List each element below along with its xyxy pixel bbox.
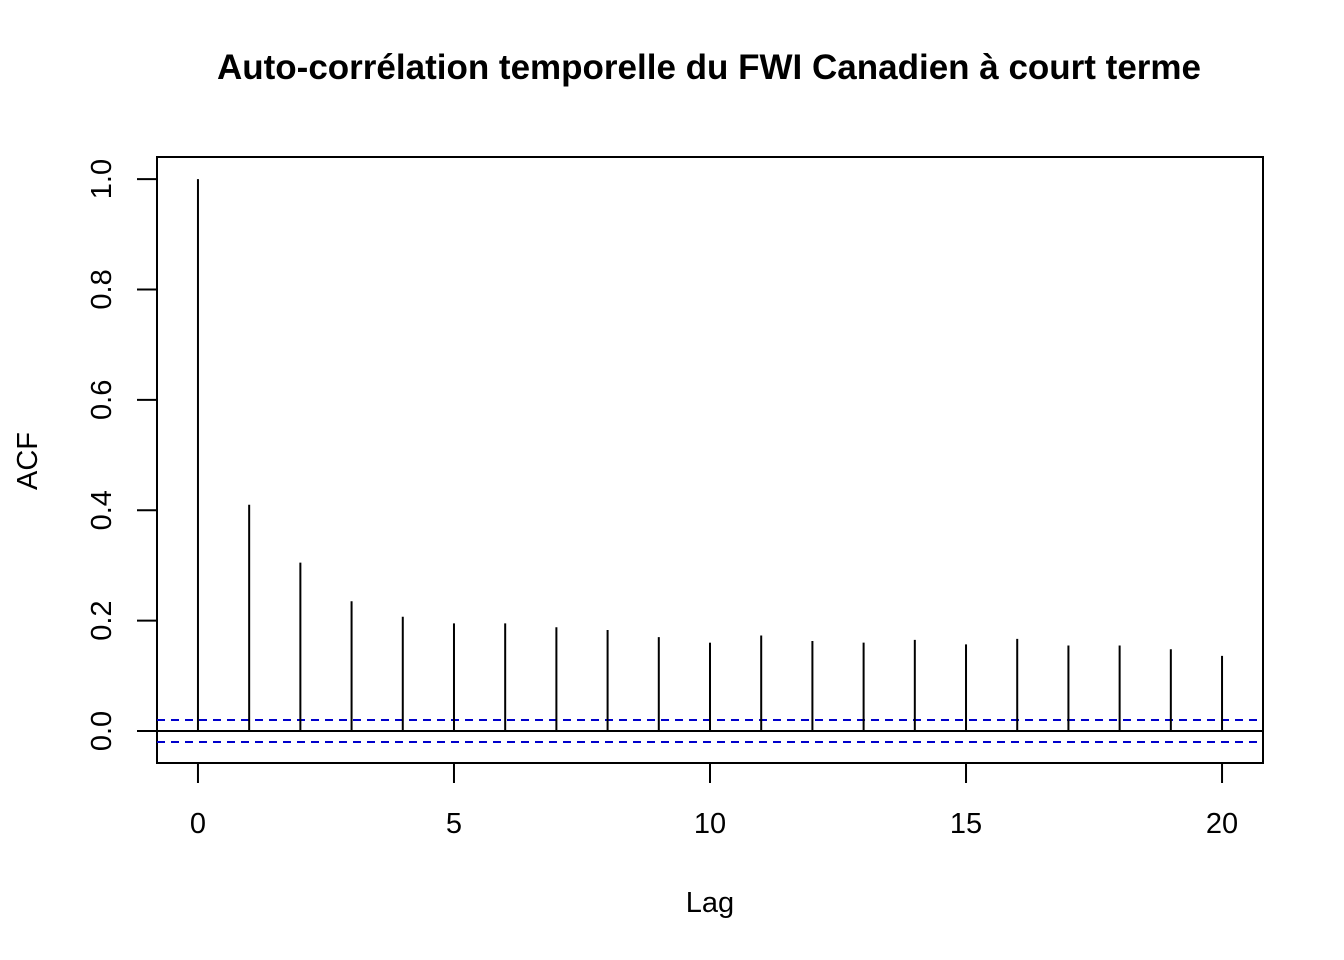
plot-area bbox=[157, 179, 1263, 744]
y-tick-label: 0.2 bbox=[86, 600, 118, 640]
x-tick-label: 20 bbox=[1206, 808, 1238, 840]
x-axis-label: Lag bbox=[686, 887, 734, 919]
y-tick-label: 0.0 bbox=[86, 711, 118, 751]
y-axis-label: ACF bbox=[12, 432, 44, 490]
x-tick-label: 10 bbox=[694, 808, 726, 840]
y-axis: 0.0 0.2 0.4 0.6 0.8 1.0 bbox=[86, 159, 157, 751]
chart-title: Auto-corrélation temporelle du FWI Canad… bbox=[217, 48, 1201, 87]
y-tick-label: 1.0 bbox=[86, 159, 118, 199]
y-tick-label: 0.6 bbox=[86, 380, 118, 420]
x-axis: 0 5 10 15 20 bbox=[190, 762, 1238, 840]
x-tick-label: 15 bbox=[950, 808, 982, 840]
y-tick-label: 0.8 bbox=[86, 269, 118, 309]
y-tick-label: 0.4 bbox=[86, 490, 118, 530]
x-tick-label: 0 bbox=[190, 808, 206, 840]
x-tick-label: 5 bbox=[446, 808, 462, 840]
